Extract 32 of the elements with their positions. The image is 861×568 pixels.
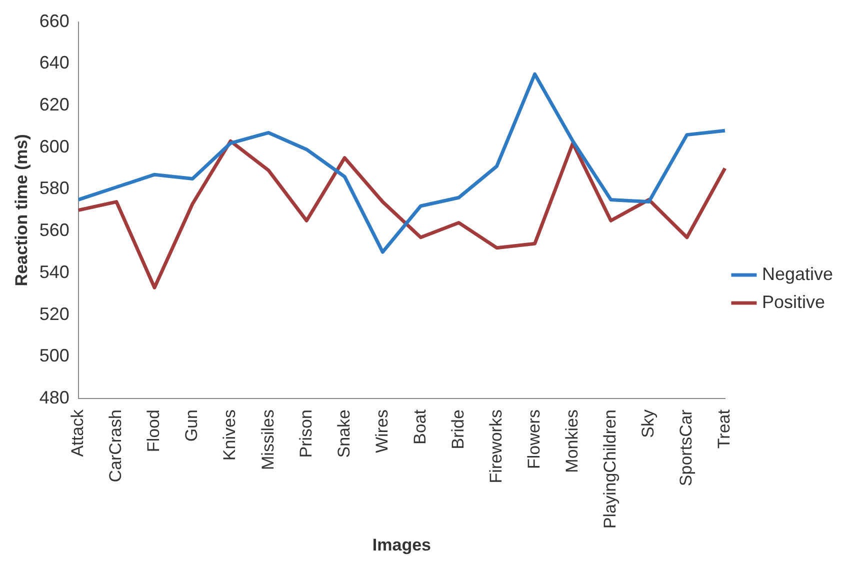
y-tick-label: 480: [39, 388, 70, 408]
legend-label: Negative: [762, 264, 834, 284]
y-tick-label: 520: [39, 304, 70, 324]
x-tick-label: Flowers: [524, 410, 544, 470]
x-tick-label: CarCrash: [106, 410, 126, 482]
y-tick-label: 500: [39, 346, 70, 366]
x-tick-label: Knives: [220, 410, 240, 461]
y-tick-label: 560: [39, 220, 70, 240]
x-tick-label: Boat: [410, 409, 430, 445]
x-tick-label: Treat: [714, 409, 734, 449]
x-tick-label: Sky: [638, 409, 658, 438]
x-tick-label: Gun: [182, 410, 202, 442]
y-tick-label: 540: [39, 262, 70, 282]
x-tick-label: PlayingChildren: [600, 410, 620, 529]
x-tick-label: Flood: [144, 410, 164, 452]
y-tick-label: 600: [39, 136, 70, 156]
x-axis-title: Images: [372, 535, 431, 554]
x-tick-label: Monkies: [562, 410, 582, 473]
y-axis-title: Reaction time (ms): [12, 134, 31, 286]
x-tick-label: Prison: [296, 410, 316, 458]
legend-label: Positive: [762, 292, 825, 312]
y-tick-label: 620: [39, 94, 70, 114]
x-tick-label: Wires: [372, 410, 392, 453]
x-tick-label: Snake: [334, 410, 354, 458]
y-tick-label: 660: [39, 10, 70, 31]
x-tick-label: Missiles: [258, 410, 278, 470]
y-tick-label: 640: [39, 52, 70, 73]
x-tick-label: SportsCar: [676, 409, 696, 486]
x-tick-label: Fireworks: [486, 410, 506, 484]
x-tick-label: Attack: [68, 409, 88, 457]
x-tick-label: Bride: [448, 410, 468, 450]
y-tick-label: 580: [39, 178, 70, 198]
